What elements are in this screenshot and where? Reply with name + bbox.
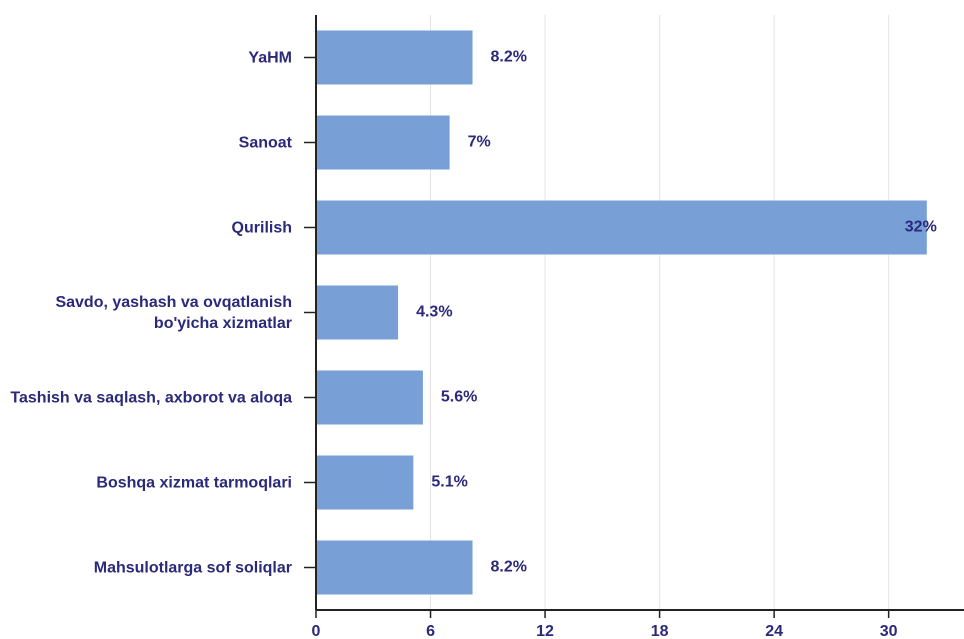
- value-label: 5.6%: [441, 389, 477, 406]
- x-tick-label: 6: [426, 623, 435, 639]
- value-label: 32%: [905, 219, 937, 236]
- value-label: 4.3%: [416, 304, 452, 321]
- value-label: 5.1%: [431, 474, 467, 491]
- bar: [316, 455, 414, 510]
- category-label: Mahsulotlarga sof soliqlar: [93, 559, 292, 576]
- bar: [316, 30, 473, 85]
- category-label: Savdo, yashash va ovqatlanish bo'yicha x…: [55, 293, 292, 332]
- category-label: Boshqa xizmat tarmoqlari: [96, 474, 292, 491]
- value-label: 8.2%: [491, 49, 527, 66]
- category-label: Qurilish: [231, 219, 292, 236]
- category-label: Tashish va saqlash, axborot va aloqa: [10, 389, 292, 406]
- bar: [316, 540, 473, 595]
- category-label: Sanoat: [238, 134, 292, 151]
- bar: [316, 115, 450, 170]
- x-tick-label: 18: [651, 623, 669, 639]
- x-tick-label: 12: [536, 623, 554, 639]
- value-label: 7%: [468, 134, 491, 151]
- x-tick-label: 24: [765, 623, 783, 639]
- bar: [316, 370, 423, 425]
- category-label: YaHM: [248, 49, 292, 66]
- x-tick-label: 30: [880, 623, 898, 639]
- bar: [316, 200, 927, 255]
- value-label: 8.2%: [491, 559, 527, 576]
- x-tick-label: 0: [312, 623, 321, 639]
- bar: [316, 285, 399, 340]
